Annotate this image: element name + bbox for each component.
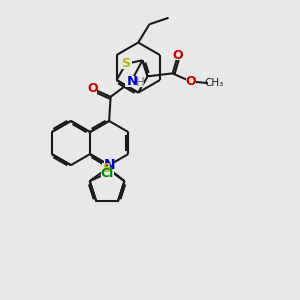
Bar: [104, 160, 114, 170]
Text: N: N: [103, 158, 115, 172]
Bar: [101, 168, 114, 179]
Text: O: O: [172, 49, 183, 62]
Text: Cl: Cl: [101, 167, 114, 180]
Text: S: S: [122, 57, 130, 70]
Bar: [88, 84, 97, 94]
Text: H: H: [136, 76, 144, 89]
Bar: [120, 58, 132, 69]
Text: CH₃: CH₃: [205, 78, 224, 88]
Text: N: N: [127, 75, 138, 88]
Bar: [102, 164, 112, 173]
Bar: [125, 76, 144, 87]
Bar: [173, 50, 183, 60]
Text: O: O: [186, 75, 196, 88]
Text: S: S: [103, 162, 112, 175]
Text: O: O: [87, 82, 98, 95]
Bar: [186, 76, 196, 87]
